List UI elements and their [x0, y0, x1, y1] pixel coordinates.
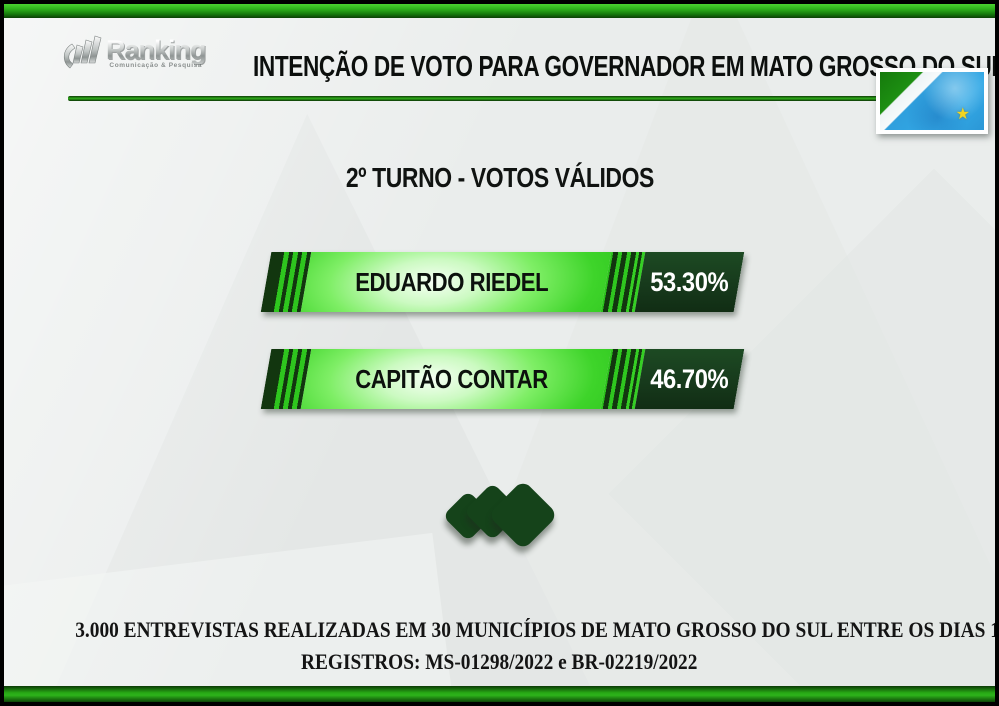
value-block: 53.30% [634, 252, 745, 312]
brand-tagline: Comunicação & Pesquisa [109, 62, 203, 69]
value-block: 46.70% [634, 349, 745, 409]
top-green-band [4, 4, 995, 18]
candidate-percentage: 46.70% [650, 363, 729, 394]
chart-subtitle: 2º TURNO - VOTOS VÁLIDOS [345, 162, 654, 193]
bar-body: CAPITÃO CONTAR [300, 349, 612, 409]
poll-bar-capitao-contar: CAPITÃO CONTAR 46.70% [260, 349, 745, 409]
flag-star-icon: ★ [955, 106, 970, 123]
ranking-logo-text: Ranking Comunicação & Pesquisa [106, 35, 207, 70]
poll-bar-eduardo-riedel: EDUARDO RIEDEL 53.30% [260, 252, 745, 312]
flag-field: ★ [880, 72, 984, 130]
bar-body: EDUARDO RIEDEL [300, 252, 612, 312]
methodology-note: 3.000 ENTREVISTAS REALIZADAS EM 30 MUNIC… [75, 617, 999, 642]
ranking-logo: Ranking Comunicação & Pesquisa [58, 30, 207, 76]
candidate-percentage: 53.30% [650, 266, 729, 297]
candidate-name: CAPITÃO CONTAR [355, 363, 548, 394]
page-title: INTENÇÃO DE VOTO PARA GOVERNADOR EM MATO… [253, 51, 995, 83]
registration-note: REGISTROS: MS-01298/2022 e BR-02219/2022 [301, 649, 698, 674]
header-divider-line [68, 96, 930, 101]
brand-name: Ranking [106, 35, 207, 65]
mato-grosso-do-sul-flag: ★ [876, 68, 988, 134]
bottom-green-band [4, 686, 995, 702]
candidate-name: EDUARDO RIEDEL [355, 266, 549, 297]
ranking-logo-icon [63, 35, 102, 69]
